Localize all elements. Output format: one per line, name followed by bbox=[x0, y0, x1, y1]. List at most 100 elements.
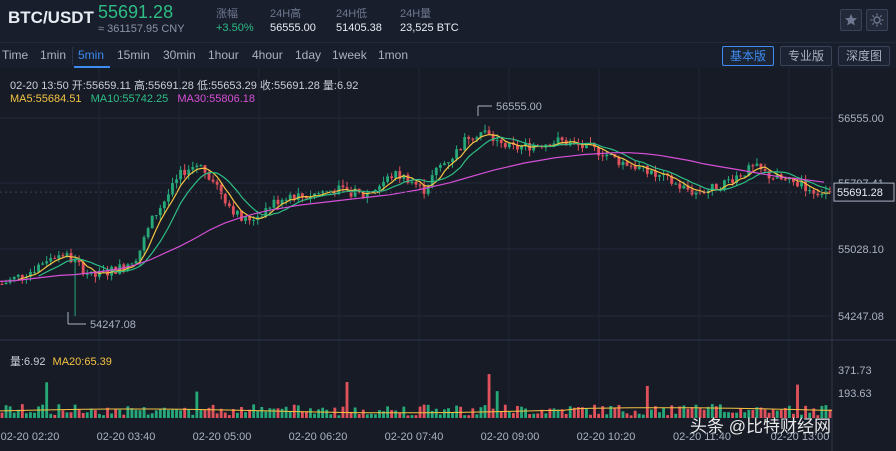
candle bbox=[20, 274, 24, 279]
stat-volume-value: 23,525 BTC bbox=[400, 22, 459, 34]
volume-bar bbox=[102, 415, 105, 418]
theme-toggle-button[interactable] bbox=[866, 9, 888, 31]
favorite-button[interactable] bbox=[840, 9, 862, 31]
volume-bar bbox=[106, 407, 109, 418]
volume-bar bbox=[779, 409, 783, 418]
volume-bar bbox=[406, 415, 410, 418]
candle bbox=[633, 165, 637, 169]
candle bbox=[763, 169, 767, 171]
pair-title[interactable]: BTC/USDT bbox=[8, 8, 94, 27]
tf-time[interactable]: Time bbox=[2, 48, 29, 62]
candle bbox=[183, 169, 187, 175]
volume-bar bbox=[511, 412, 515, 418]
volume-bar bbox=[211, 404, 215, 418]
candle bbox=[73, 259, 77, 263]
candle bbox=[694, 191, 698, 195]
volume-bar bbox=[138, 410, 142, 418]
moving-averages bbox=[0, 133, 833, 414]
volume-bar bbox=[576, 407, 580, 418]
volume-bar bbox=[85, 412, 89, 418]
volume-bar bbox=[0, 412, 4, 418]
candle bbox=[77, 259, 81, 263]
volume-bar bbox=[507, 411, 511, 418]
tf-4hour[interactable]: 4hour bbox=[252, 48, 283, 62]
candle bbox=[804, 180, 808, 192]
candle bbox=[516, 144, 519, 150]
candle bbox=[670, 175, 674, 184]
volume-bar bbox=[528, 414, 532, 418]
candle bbox=[231, 206, 235, 215]
volume-bar bbox=[236, 412, 239, 418]
view-basic-button[interactable]: 基本版 bbox=[722, 46, 774, 66]
candle bbox=[296, 193, 300, 200]
candle bbox=[580, 145, 584, 148]
ma30-line bbox=[0, 152, 825, 282]
candle bbox=[142, 237, 146, 251]
volume-bar bbox=[244, 412, 247, 418]
candle bbox=[520, 146, 523, 150]
view-pro-button[interactable]: 专业版 bbox=[780, 46, 832, 66]
tf-5min[interactable]: 5min bbox=[78, 48, 105, 62]
stat-volume: 24H量 23,525 BTC bbox=[400, 5, 459, 34]
candle bbox=[276, 199, 280, 205]
candle bbox=[601, 155, 605, 157]
volume-bar bbox=[463, 415, 467, 418]
tf-15min[interactable]: 15min bbox=[117, 48, 150, 62]
candle bbox=[532, 145, 536, 151]
tf-1hour[interactable]: 1hour bbox=[208, 48, 239, 62]
kline-chart[interactable]: 56555.0055797.4155028.1054247.08371.7319… bbox=[0, 68, 896, 451]
candle bbox=[402, 174, 406, 179]
time-tick-label: 02-20 02:20 bbox=[1, 431, 60, 443]
candle bbox=[304, 197, 308, 199]
tf-1min[interactable]: 1min bbox=[40, 48, 67, 62]
candle bbox=[426, 186, 430, 194]
chart-grid bbox=[0, 68, 896, 451]
volume-bar bbox=[812, 408, 816, 418]
volume-bar bbox=[386, 406, 390, 418]
candle bbox=[645, 165, 649, 174]
volume-bar bbox=[361, 409, 365, 418]
volume-bar bbox=[4, 405, 8, 418]
volume-bar bbox=[369, 413, 373, 418]
volume-bar bbox=[240, 406, 243, 418]
candle bbox=[313, 193, 316, 197]
candle bbox=[447, 162, 450, 164]
candle bbox=[463, 137, 467, 151]
candle bbox=[37, 264, 40, 272]
candle bbox=[654, 170, 657, 177]
volume-bar bbox=[20, 404, 24, 418]
candle bbox=[85, 273, 89, 275]
view-depth-button[interactable]: 深度图 bbox=[838, 46, 890, 66]
volume-bar bbox=[418, 406, 422, 418]
volume-bar bbox=[373, 414, 377, 418]
ma20-volume-line bbox=[0, 407, 833, 414]
candle bbox=[487, 130, 491, 135]
volume-bar bbox=[804, 405, 808, 418]
tf-30min[interactable]: 30min bbox=[163, 48, 196, 62]
low-annotation-label: 54247.08 bbox=[90, 319, 136, 331]
tf-1week[interactable]: 1week bbox=[332, 48, 367, 62]
tf-1mon[interactable]: 1mon bbox=[378, 48, 409, 62]
volume-bar bbox=[89, 408, 93, 418]
candle bbox=[244, 216, 247, 221]
candle bbox=[264, 208, 268, 217]
volume-bar bbox=[718, 404, 722, 418]
current-price-label: 55691.28 bbox=[837, 187, 883, 199]
volume-bar bbox=[447, 408, 450, 418]
candle bbox=[723, 180, 726, 190]
volume-bar bbox=[73, 404, 77, 418]
candle bbox=[585, 142, 588, 148]
tf-1day[interactable]: 1day bbox=[295, 48, 322, 62]
volume-bar bbox=[41, 404, 45, 418]
volume-bar bbox=[467, 415, 471, 418]
volume-bar bbox=[800, 414, 803, 418]
candle bbox=[252, 219, 256, 221]
candle bbox=[560, 137, 564, 141]
candle bbox=[658, 175, 661, 177]
volume-bar bbox=[179, 410, 183, 418]
stat-low-label: 24H低 bbox=[336, 8, 368, 20]
candle bbox=[495, 139, 499, 142]
volume-bar bbox=[572, 407, 576, 418]
volume-bar bbox=[183, 407, 187, 418]
